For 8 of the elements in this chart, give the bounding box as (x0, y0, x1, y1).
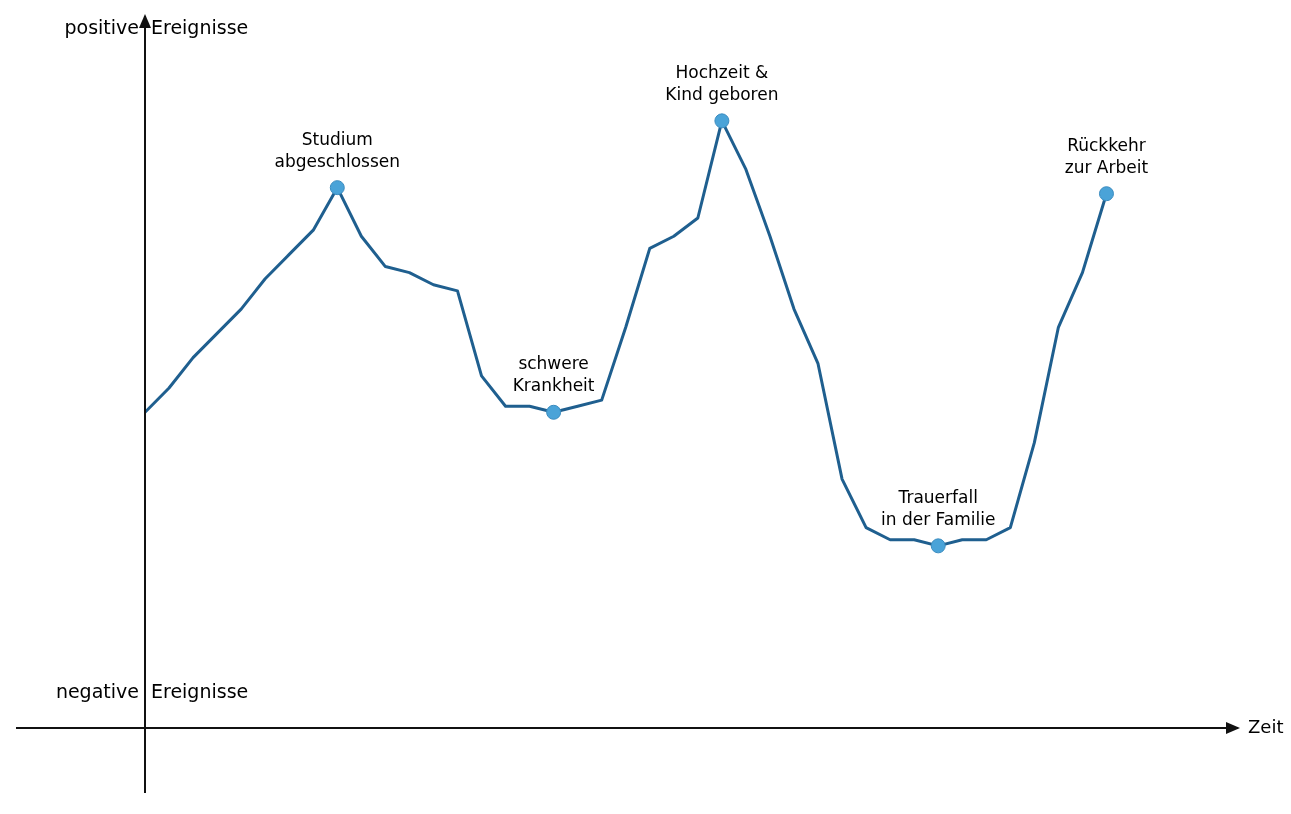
text: Hochzeit & Kind geboren (664, 60, 780, 105)
annotation: Rückkehr zur Arbeit (1063, 133, 1150, 178)
text: positive Ereignisse (63, 16, 249, 38)
annotation: Trauerfall in der Familie (880, 485, 997, 530)
text: Zeit (1248, 716, 1284, 738)
annotation: schwere Krankheit (511, 352, 596, 397)
annotation: Studium abgeschlossen (273, 127, 402, 172)
annotation: negative Ereignisse (54, 680, 249, 702)
